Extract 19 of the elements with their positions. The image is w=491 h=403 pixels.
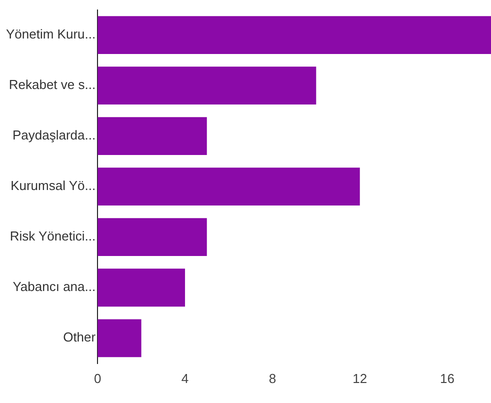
x-tick-label: 8	[268, 370, 276, 386]
bar	[98, 319, 142, 358]
bar	[98, 268, 186, 307]
y-tick-label: Kurumsal Yö...	[10, 178, 96, 194]
bar	[98, 168, 360, 206]
x-tick-label: 16	[440, 370, 455, 386]
bar	[98, 16, 491, 54]
x-tick-label: 12	[352, 370, 368, 386]
y-tick-label: Yönetim Kuru...	[6, 26, 96, 42]
y-tick-label: Other	[63, 330, 96, 345]
bar	[98, 117, 207, 156]
x-tick-label: 4	[181, 370, 189, 386]
y-tick-label: Rekabet ve s...	[8, 77, 96, 92]
y-tick-label: Paydaşlarda...	[12, 128, 96, 143]
y-tick-label: Yabancı ana...	[12, 279, 96, 294]
bar	[98, 66, 316, 105]
y-tick-label: Risk Yönetici...	[10, 228, 96, 244]
x-tick-label: 0	[94, 370, 102, 386]
bar	[98, 218, 207, 256]
